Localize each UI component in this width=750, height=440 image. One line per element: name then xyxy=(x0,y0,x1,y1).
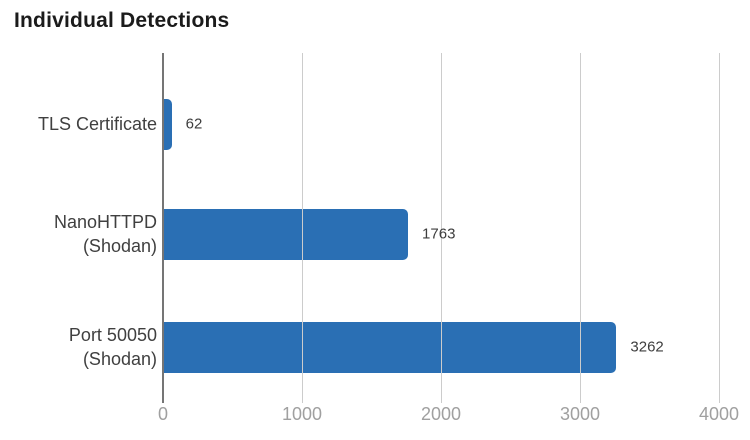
gridline xyxy=(580,53,581,403)
category-label: TLS Certificate xyxy=(37,114,157,134)
x-tick-label: 0 xyxy=(157,404,169,424)
x-tick-label: 2000 xyxy=(420,404,462,424)
gridline xyxy=(441,53,442,403)
gridline xyxy=(719,53,720,403)
category-label: Port 50050 (Shodan) xyxy=(68,325,157,369)
y-axis-line xyxy=(162,53,164,403)
bar-1 xyxy=(163,208,409,260)
value-label: 1763 xyxy=(422,225,456,243)
gridline xyxy=(302,53,303,403)
plot-area: 0 1000 2000 3000 4000 TLS Certificate 62 NanoHT… xyxy=(38,53,739,424)
chart-title: Individual Detections xyxy=(14,9,230,32)
bar-2 xyxy=(163,321,617,373)
x-tick-label: 3000 xyxy=(559,404,601,424)
value-label: 62 xyxy=(185,115,203,133)
bar-0 xyxy=(163,98,172,150)
x-tick-label: 4000 xyxy=(698,404,740,424)
x-tick-label: 1000 xyxy=(281,404,323,424)
category-label: NanoHTTPD (Shodan) xyxy=(53,212,157,256)
value-label: 3262 xyxy=(630,338,664,356)
